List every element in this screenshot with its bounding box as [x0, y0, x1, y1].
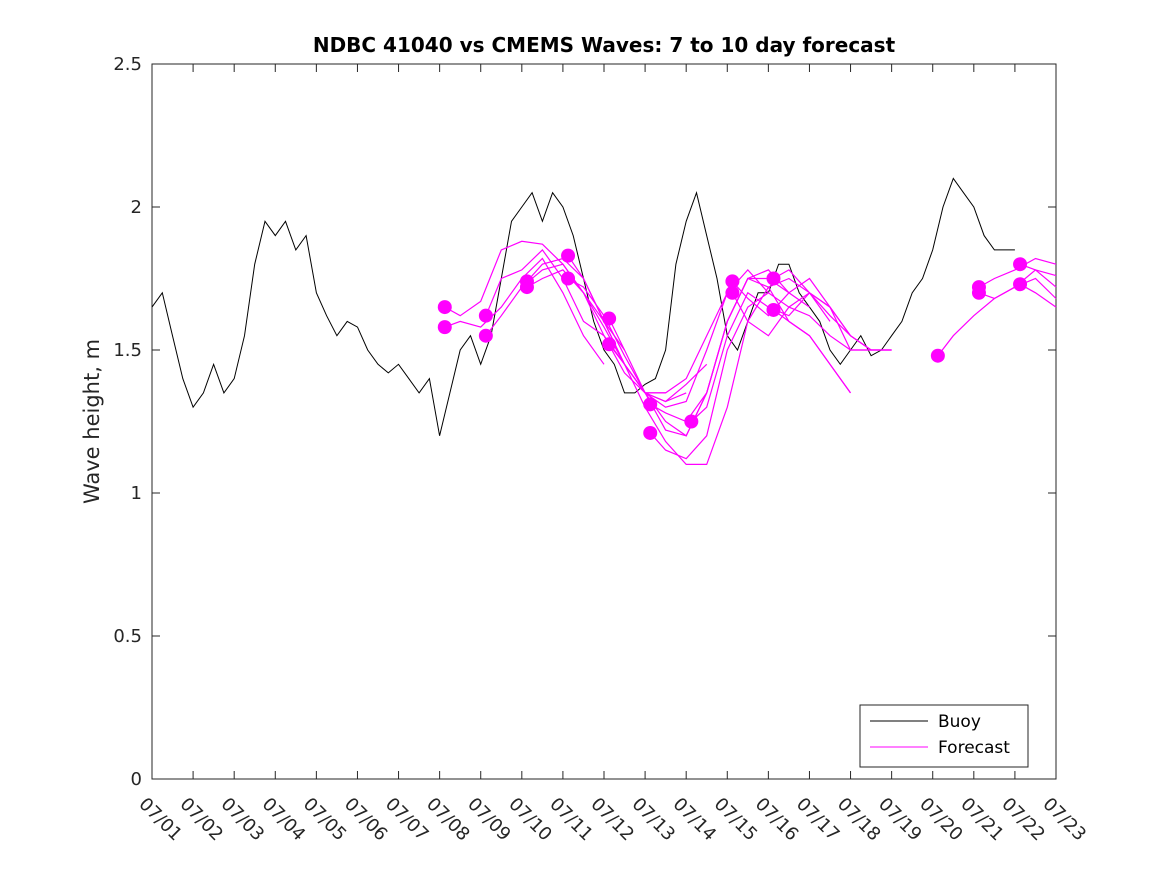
forecast-series-group	[437, 240, 1057, 465]
chart-title: NDBC 41040 vs CMEMS Waves: 7 to 10 day f…	[313, 33, 896, 57]
forecast-start-point-21	[1013, 257, 1028, 272]
axes-box	[151, 63, 1057, 780]
forecast-start-point-14	[725, 274, 740, 289]
forecast-start-point-15	[725, 285, 740, 300]
forecast-start-point-20	[971, 285, 986, 300]
legend-buoy-label: Buoy	[938, 712, 981, 732]
forecast-start-point-2	[437, 300, 452, 315]
forecast-start-point-6	[519, 280, 534, 295]
forecast-start-point-11	[643, 397, 658, 412]
y-tick-label: 1.5	[113, 340, 142, 361]
forecast-line-8	[567, 277, 790, 437]
forecast-start-point-8	[561, 271, 576, 286]
forecast-start-point-18	[930, 348, 945, 363]
forecast-start-point-22	[1013, 277, 1028, 292]
forecast-start-point-12	[643, 425, 658, 440]
y-tick-label: 0	[131, 769, 142, 790]
forecast-start-point-17	[766, 302, 781, 317]
legend-box	[859, 704, 1029, 768]
y-tick-label: 2	[131, 197, 142, 218]
legend: Buoy Forecast	[859, 704, 1029, 768]
forecast-line-10	[608, 277, 831, 465]
forecast-start-point-10	[602, 337, 617, 352]
forecast-start-point-9	[602, 311, 617, 326]
forecast-line-14	[731, 277, 872, 351]
y-axis-title: Wave height, m	[80, 339, 104, 504]
forecast-start-point-4	[478, 328, 493, 343]
forecast-start-point-13	[684, 414, 699, 429]
legend-forecast-label: Forecast	[938, 738, 1010, 758]
forecast-line-2	[444, 240, 625, 351]
forecast-line-19	[978, 257, 1057, 288]
y-tick-label: 1	[131, 483, 142, 504]
forecast-line-6	[526, 269, 728, 394]
forecast-start-point-7	[561, 248, 576, 263]
forecast-line-16	[773, 269, 892, 351]
forecast-line-17	[773, 309, 851, 394]
y-tick-label: 0.5	[113, 626, 142, 647]
forecast-start-point-1	[437, 320, 452, 335]
y-tick-label: 2.5	[113, 54, 142, 75]
forecast-start-point-3	[478, 308, 493, 323]
forecast-start-point-16	[766, 271, 781, 286]
